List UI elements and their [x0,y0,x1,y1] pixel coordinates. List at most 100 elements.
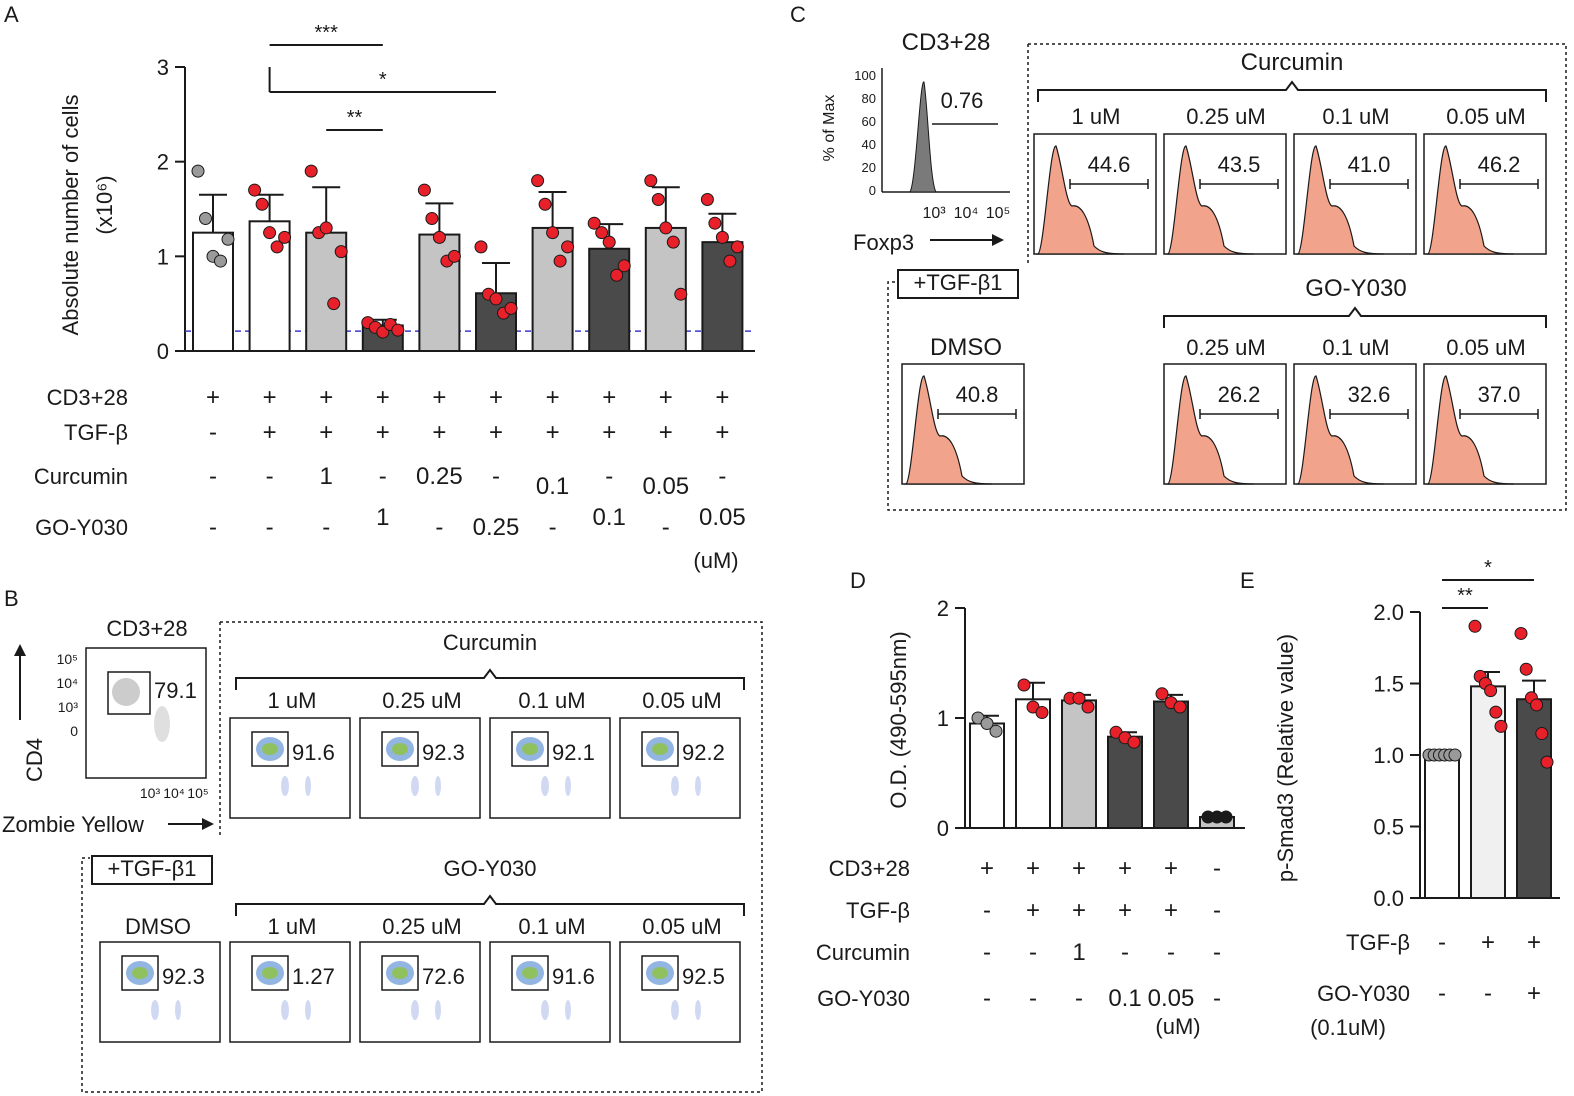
panel-a-data-point [595,226,609,240]
panel-b-curcumin-plot-frame [229,717,351,819]
panel-b-control-y-tick: 10⁵ [57,651,78,667]
panel-e-condition-value: - [1438,980,1446,1007]
panel-a-condition-value: 0.1 [593,504,626,531]
panel-e-significance-label: ** [1457,585,1473,607]
panel-d-condition-value: + [1072,855,1086,882]
panel-e-ylabel-text: p-Smad3 (Relative value) [1273,634,1298,882]
panel-b-goy-title: GO-Y030 [444,856,537,881]
panel-e-bar [1470,685,1506,899]
panel-b-curcumin-plot-density-blob [281,776,289,796]
panel-d-data-point [1035,706,1049,719]
panel-d-condition-value: 0.1 [1108,985,1141,1012]
panel-b-curcumin-plot-value: 91.6 [292,740,335,765]
panel-c-control-y-tick: 100 [854,68,876,83]
panel-b-y-axis: CD4 [22,738,47,782]
panel-b-goy-plot-density-blob [411,1000,419,1020]
panel-d-condition-value: - [1213,897,1221,924]
panel-a-condition-value: + [432,419,446,446]
panel-d-ylabel: O.D. (490-595nm) [886,631,911,808]
panel-e-significance-label: * [1484,557,1492,579]
panel-c-goy-conc: 0.05 uM [1446,335,1526,360]
panel-b-goy-plot-frame [359,941,481,1043]
panel-b-control-y-tick: 0 [70,723,78,739]
panel-d-condition-value: - [983,985,991,1012]
panel-e-condition-value: + [1527,929,1541,956]
panel-a-data-point [674,287,688,301]
panel-d-y-tick-label: 0 [937,816,949,841]
panel-a-data-point [248,183,262,197]
panel-a-condition-label: Curcumin [34,464,128,489]
panel-b-control-blob [154,706,170,742]
panel-d-condition-value: + [1118,897,1132,924]
panel-b-goy-plot-value: 91.6 [552,964,595,989]
panel-a-data-point [489,292,503,306]
panel-a-condition-label: GO-Y030 [35,515,128,540]
panel-a-condition-value: - [209,463,217,490]
panel-a-data-point [270,240,284,254]
panel-a-condition-value: - [322,514,330,541]
panel-b-goy-plot-gate [251,955,289,991]
panel-d-bar [1015,698,1051,829]
panel-d-data-point [980,717,994,730]
panel-b-curcumin-conc: 1 uM [268,688,317,713]
panel-c-curcumin-plot-histogram [1166,145,1255,255]
panel-c-dmso-label: DMSO [930,334,1002,361]
panel-b-curcumin-plot-density-core [652,743,668,755]
panel-b-goy-plot-density-core [392,967,408,979]
panel-c-curcumin-plot-value: 43.5 [1218,152,1261,177]
panel-a-data-point [538,197,552,211]
panel-a-condition-value: + [715,384,729,411]
panel-c-dmso-plot-histogram [904,375,993,485]
panel-d-condition-value: + [1164,855,1178,882]
panel-b-control-y-tick: 10³ [58,699,79,715]
panel-b-dmso-plot-density-blob [175,1000,181,1020]
panel-b-y-axis-text: CD4 [22,738,47,782]
panel-a-data-point [327,297,341,311]
panel-c-curcumin-plot-value: 41.0 [1348,152,1391,177]
panel-d-condition-label: GO-Y030 [817,986,910,1011]
panel-a-data-point [432,230,446,244]
panel-d-unit: (uM) [1155,1014,1200,1039]
panel-a-condition-value: - [379,463,387,490]
panel-d-condition-value: + [1072,897,1086,924]
panel-a-condition-label: CD3+28 [47,385,128,410]
panel-e-unit: (0.1uM) [1310,1015,1386,1040]
panel-a-data-point [610,268,624,282]
panel-a-condition-value: + [263,384,277,411]
panel-b-goy-plot-frame [229,941,351,1043]
panel-a-data-point [659,221,673,235]
panel-c-goy-plot-value: 26.2 [1218,382,1261,407]
panel-b-goy-plot-value: 72.6 [422,964,465,989]
panel-a-condition-value: - [209,514,217,541]
panel-a-condition-value: - [605,463,613,490]
panel-a-data-point [319,221,333,235]
panel-label-c: C [790,2,806,27]
panel-a-ylabel: Absolute number of cells [58,95,83,336]
panel-d-condition-value: - [1121,939,1129,966]
panel-c-curcumin-conc: 0.25 uM [1186,104,1266,129]
panel-b-goy-conc: 0.25 uM [382,914,462,939]
panel-a-data-point [666,235,680,249]
panel-b-curcumin-plot-density-blob [305,776,311,796]
panel-e-y-tick-label: 0.5 [1373,815,1404,840]
panel-b-goy-plot-density-core [652,967,668,979]
panel-a-condition-value: - [718,463,726,490]
panel-e-data-point [1540,755,1554,769]
panel-b-goy-plot-density-blob [435,1000,441,1020]
panel-d-condition-value: - [1167,939,1175,966]
panel-b-curcumin-conc: 0.1 uM [518,688,585,713]
panel-c-control-title: CD3+28 [902,29,991,56]
panel-e-y-tick-label: 2.0 [1373,600,1404,625]
panel-e-data-point [1519,662,1533,676]
panel-d-bar [969,722,1005,829]
panel-a-condition-value: + [206,384,220,411]
panel-a-condition-value: + [319,419,333,446]
panel-a-ylabel-text: Absolute number of cells [58,95,83,336]
panel-b-curcumin-plot-density-core [262,743,278,755]
panel-d-data-point [989,724,1003,738]
panel-b-control-x-tick: 10⁵ [187,785,208,801]
panel-b-curcumin-plot-value: 92.2 [682,740,725,765]
panel-e-condition-value: + [1527,980,1541,1007]
panel-c-goy-plot-histogram [1296,375,1385,485]
panel-a-significance-label: *** [315,22,339,44]
